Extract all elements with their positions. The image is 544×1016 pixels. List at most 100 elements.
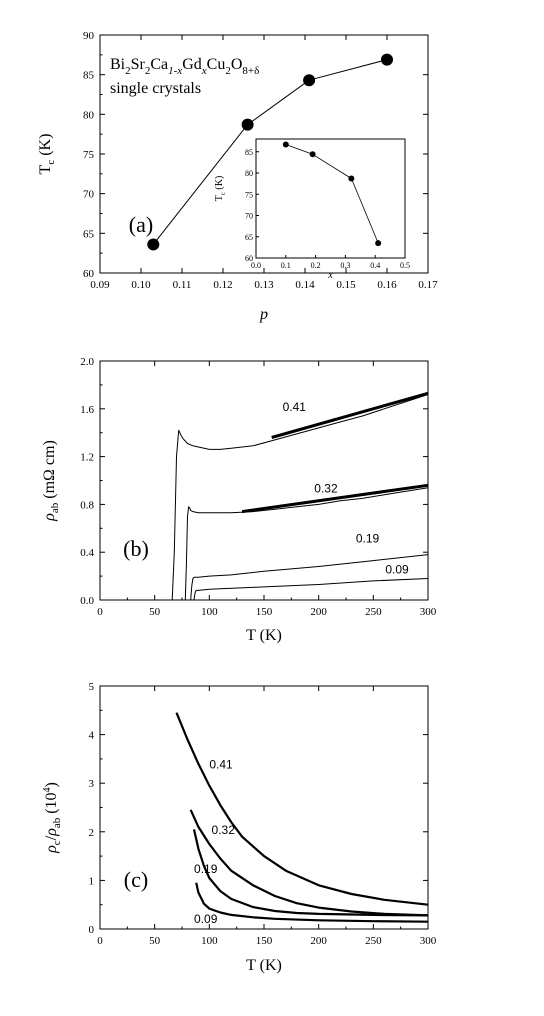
inset-data-point [375,240,382,247]
panel-b-y-label-unit: (mΩ cm) [41,440,58,503]
inset-x-tick-label: 0.2 [311,261,321,270]
panel-a-formula-subscript: 2 [145,65,151,77]
inset-y-label-sub: c [219,192,227,195]
panel-a: 0.09 0.10 0.11 0.12 0.13 0.14 0.15 0.16 0.176065… [37,30,438,323]
panel-a-data-point [147,238,160,251]
panel-c-series-label: 0.41 [209,758,233,772]
panel-c-series-line [195,882,429,923]
panel-b-series-line [190,554,429,601]
panel-a-y-label-sub: c [45,160,57,165]
panel-b-x-tick-label: 150 [256,606,273,618]
panel-a-formula-part: Bi [110,56,126,73]
inset-x-axis-label: x [327,270,333,281]
panel-a-series-line [152,59,388,245]
panel-b-series-line [193,578,429,601]
panel-b-x-axis-label: T (K) [246,627,282,644]
inset-y-axis-label: Tc (K) [214,176,227,202]
panel-a-y-tick-label: 65 [83,228,95,240]
panel-a-x-tick-label: 0.10 [131,279,151,291]
panel-a-data-point [241,118,254,131]
inset-x-tick-label: 0.1 [281,261,291,270]
panel-a-annotation: single crystals [110,80,201,97]
panel-c-series-label: 0.19 [194,862,218,876]
panel-a-x-axis-label: p [259,306,268,323]
panel-a-x-tick-label: 0.13 [254,279,274,291]
panel-a-formula-part: Cu [207,56,226,73]
inset-y-tick-label: 60 [245,254,253,263]
panel-b-plot-frame [99,360,429,601]
panel-c-y-tick-label: 2 [89,827,95,839]
panel-b-series-label: 0.19 [356,532,380,546]
panel-c-y-label-slash: / [43,835,60,840]
inset-x-tick-label: 0.4 [370,261,380,270]
panel-b-y-tick-label: 0.0 [80,595,94,607]
panel-a-data-point [303,74,316,87]
panel-c-plot-frame [99,685,429,930]
panel-a-x-tick-label: 0.12 [213,279,232,291]
panel-a-formula: Bi2Sr2Ca1-xGdxCu2O8+δ [110,56,259,77]
panel-c-x-tick-label: 150 [256,935,273,947]
panel-c-y-label-sub: ab [51,817,63,828]
panel-b-x-tick-label: 0 [97,606,103,618]
inset-x-tick-label: 0.0 [251,261,261,270]
panel-a-formula-subscript: 8+δ [242,65,259,77]
panel-a-y-tick-label: 60 [83,268,95,280]
panel-b-fit-line [271,391,429,439]
inset-y-tick-label: 75 [245,190,253,199]
inset-plot-frame [255,138,406,259]
panel-b-y-tick-label: 1.2 [80,452,94,464]
inset-series-line [285,144,379,244]
panel-a-y-tick-label: 80 [83,109,95,121]
panel-b-series-label: 0.32 [314,481,338,495]
inset-data-point [282,141,289,148]
panel-c-x-tick-label: 250 [365,935,382,947]
panel-a-formula-part: Gd [182,56,202,73]
panel-c-series-line [189,809,429,917]
panel-c-series-line [192,829,429,917]
panel-a-x-tick-label: 0.16 [377,279,397,291]
inset-data-point [348,175,355,182]
panel-c-x-tick-label: 50 [149,935,161,947]
panel-a-x-tick-label: 0.09 [90,279,110,291]
panel-a-y-label-main: T [37,164,54,174]
panel-c-x-tick-label: 200 [310,935,327,947]
panel-c: 0 50 100 150 200 250 300 0 1 2 3 4 5 0.41 0.32 0.19 0.09… [42,681,437,974]
panel-c-label: (c) [124,867,148,892]
panel-b-y-tick-label: 0.4 [80,547,94,559]
panel-c-x-tick-label: 300 [420,935,437,947]
panel-c-y-tick-label: 1 [89,875,95,887]
panel-c-y-tick-label: 4 [89,730,95,742]
panel-b-fit-line [241,483,429,514]
panel-a-formula-subscript: 2 [225,65,231,77]
panel-a-formula-subscript: x [201,65,207,77]
inset-y-tick-label: 85 [245,148,253,157]
inset-y-tick-label: 70 [245,212,253,221]
panel-c-series-line [175,712,429,906]
inset-x-tick-label: 0.3 [340,261,350,270]
inset-x-tick-label: 0.5 [400,261,410,270]
panel-a-y-tick-label: 85 [83,70,95,82]
panel-c-y-label-unit: (10 [43,792,60,817]
panel-a-formula-subscript: 1-x [168,65,182,77]
panel-a-formula-subscript: 2 [125,65,131,77]
panel-b-label: (b) [123,536,149,561]
panel-b-y-tick-label: 1.6 [80,404,94,416]
panel-a-formula-part: Sr [131,56,146,73]
panel-b-series-line [184,487,429,601]
panel-b-y-label-sub: ab [49,502,61,513]
panel-c-series-label: 0.09 [194,912,218,926]
panel-a-x-tick-label: 0.17 [418,279,438,291]
panel-c-y-label-rho: ρ [43,828,60,837]
inset-y-tick-label: 65 [245,233,253,242]
panel-c-y-label-unit: ) [43,782,60,787]
panel-b-x-tick-label: 250 [365,606,382,618]
panel-a-y-tick-label: 75 [83,149,95,161]
panel-b-y-tick-label: 2.0 [80,356,94,368]
panel-b-x-tick-label: 200 [310,606,327,618]
panel-c-series-label: 0.32 [212,823,236,837]
panel-a-y-label-unit: (K) [37,134,54,160]
panel-a-x-tick-label: 0.15 [336,279,356,291]
panel-a-y-tick-label: 90 [83,30,95,42]
panel-c-x-axis-label: T (K) [246,957,282,974]
